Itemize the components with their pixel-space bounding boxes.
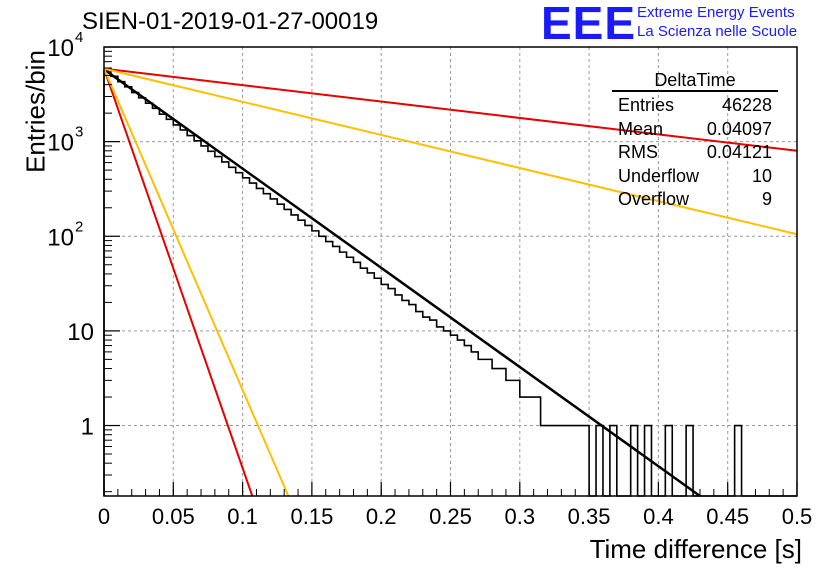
stats-value: 10	[751, 165, 772, 186]
x-tick-labels: 0 0.05 0.1 0.15 0.2 0.25 0.3 0.35 0.4 0.45 0.5	[98, 504, 812, 529]
stats-row-underflow: Underflow 10	[612, 165, 778, 189]
logo-line-2: La Scienza nelle Scuole	[637, 23, 798, 40]
fit-line	[103, 68, 254, 497]
stats-label: Mean	[618, 118, 664, 139]
stats-row-rms: RMS 0.04121	[612, 141, 778, 165]
logo-line-1: Extreme Energy Events	[637, 4, 795, 21]
x-tick-label: 0	[98, 504, 110, 529]
x-tick-label: 0.5	[782, 504, 813, 529]
stats-row-overflow: Overflow 9	[612, 188, 778, 212]
chart-title: SIEN-01-2019-01-27-00019	[82, 8, 379, 35]
fit-line	[103, 68, 701, 498]
y-tick-label: 10	[67, 319, 94, 346]
fit-line	[103, 67, 798, 236]
x-axis-label: Time difference [s]	[589, 534, 802, 564]
stats-label: Overflow	[618, 189, 690, 209]
stats-row-entries: Entries 46228	[612, 94, 778, 118]
eee-logo-text: Extreme Energy Events La Scienza nelle S…	[637, 3, 797, 41]
axis-ticks	[103, 46, 798, 496]
grid-lines	[104, 47, 797, 496]
y-axis-label: Entries/bin	[20, 50, 51, 173]
fit-lines	[103, 67, 798, 498]
histogram-series	[103, 70, 797, 497]
stats-label: Entries	[618, 95, 675, 115]
stats-value: 9	[761, 189, 772, 209]
x-tick-label: 0.3	[505, 504, 536, 529]
y-tick-exponent: 3	[75, 124, 83, 141]
stats-label: RMS	[618, 142, 658, 162]
x-tick-label: 0.2	[366, 504, 397, 529]
x-tick-label: 0.45	[706, 504, 749, 529]
y-tick-label: 10	[47, 130, 74, 157]
y-tick-label: 10	[47, 224, 74, 251]
x-tick-label: 0.1	[227, 504, 258, 529]
x-tick-label: 0.4	[643, 504, 674, 529]
x-tick-label: 0.25	[429, 504, 472, 529]
stats-value: 46228	[721, 95, 772, 115]
x-tick-label: 0.15	[290, 504, 333, 529]
y-tick-exponent: 4	[75, 29, 83, 46]
stats-box: DeltaTime Entries 46228 Mean 0.04097 RMS…	[612, 70, 778, 212]
y-tick-label: 10	[47, 35, 74, 62]
stats-value: 0.04097	[706, 118, 772, 139]
stats-title: DeltaTime	[612, 70, 778, 92]
stats-label: Underflow	[618, 165, 700, 186]
fit-line	[103, 67, 798, 152]
x-tick-label: 0.05	[152, 504, 195, 529]
stats-value: 0.04121	[706, 142, 772, 162]
x-tick-label: 0.35	[568, 504, 611, 529]
histogram-outline	[103, 70, 797, 497]
stats-row-mean: Mean 0.04097	[612, 118, 778, 142]
y-tick-label: 1	[81, 414, 94, 441]
y-tick-exponent: 2	[75, 218, 83, 235]
eee-logo: EEE	[541, 0, 637, 49]
fit-line	[103, 68, 290, 497]
